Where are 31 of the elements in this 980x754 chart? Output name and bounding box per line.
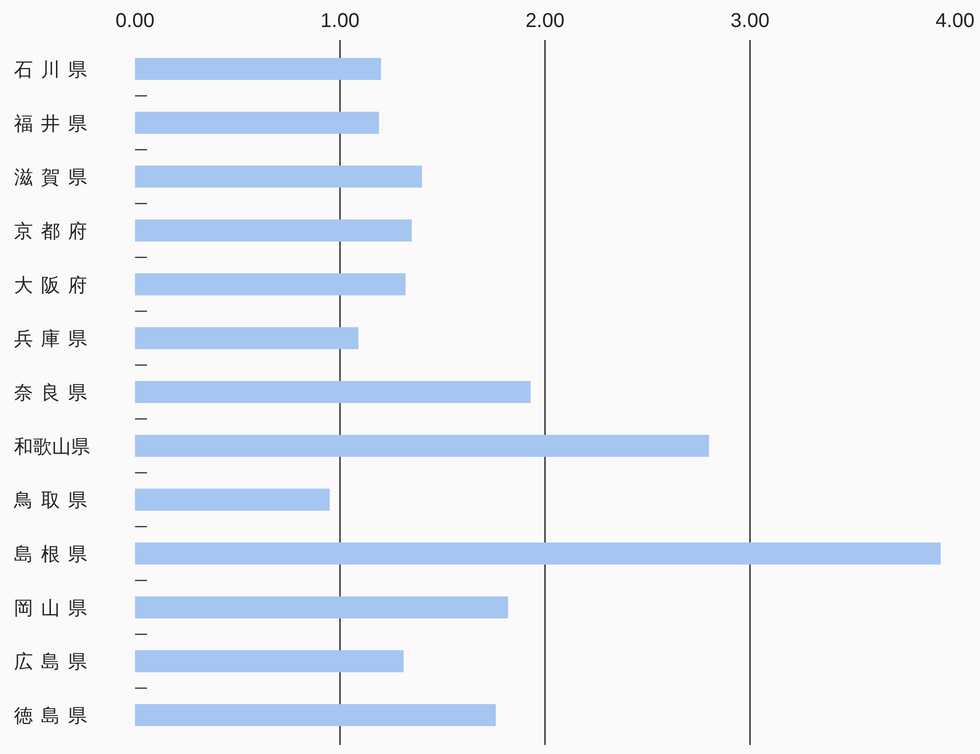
y-tick-label: 奈良県	[14, 382, 95, 404]
bar	[135, 434, 709, 457]
y-tick-label: 岡山県	[14, 597, 95, 620]
x-tick-label: 0.00	[116, 10, 154, 32]
x-tick-label: 3.00	[730, 10, 770, 32]
y-tick-label: 広島県	[14, 651, 95, 674]
bar	[135, 219, 412, 242]
y-tick-label: 京都府	[14, 220, 95, 242]
x-tick-label: 4.00	[936, 10, 974, 32]
bar	[135, 704, 496, 726]
bar	[135, 650, 404, 672]
y-tick-label: 兵庫県	[14, 328, 95, 350]
y-tick-label: 和歌山県	[14, 436, 90, 458]
y-tick-label: 福井県	[14, 112, 95, 135]
y-tick-label: 鳥取県	[13, 490, 95, 512]
y-tick-label: 徳島県	[14, 705, 95, 728]
bar	[135, 58, 381, 80]
bar	[135, 166, 422, 188]
y-tick-label: 大阪府	[14, 274, 95, 296]
x-tick-label: 1.00	[320, 10, 360, 32]
y-tick-label: 石川県	[14, 58, 95, 81]
bar	[135, 596, 508, 618]
bar	[135, 488, 330, 511]
bar	[135, 327, 358, 350]
bar	[135, 112, 379, 134]
bar	[135, 542, 941, 565]
y-tick-label: 滋賀県	[14, 166, 95, 189]
bar	[135, 273, 406, 296]
bar	[135, 381, 531, 403]
x-tick-label: 2.00	[526, 10, 564, 32]
y-tick-label: 島根県	[14, 544, 95, 566]
